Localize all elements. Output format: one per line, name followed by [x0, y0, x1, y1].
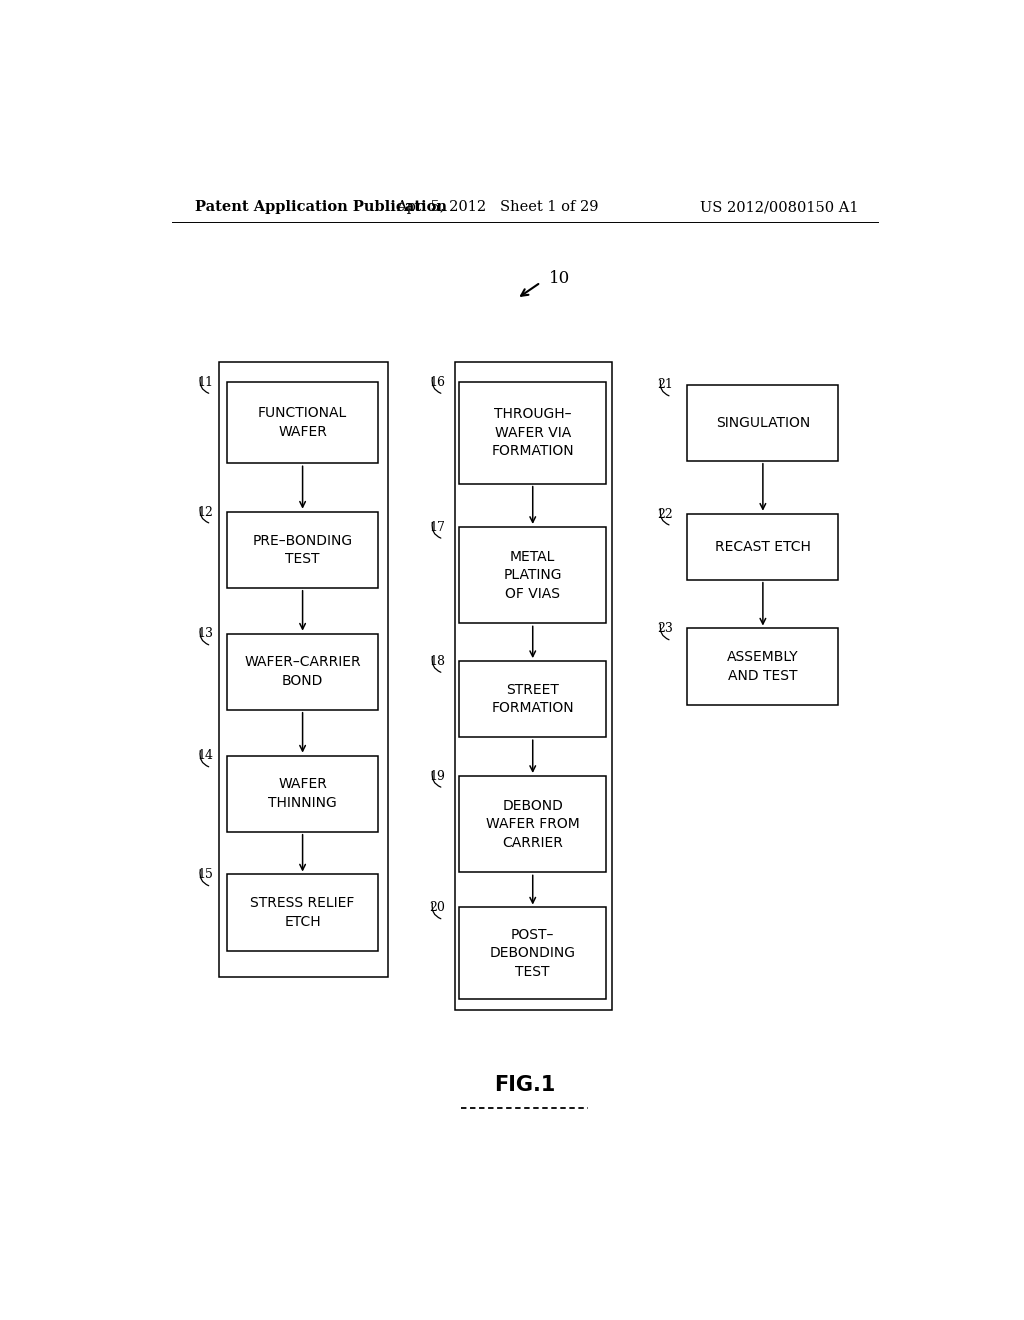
Text: Apr. 5, 2012   Sheet 1 of 29: Apr. 5, 2012 Sheet 1 of 29 [395, 201, 598, 214]
Text: DEBOND
WAFER FROM
CARRIER: DEBOND WAFER FROM CARRIER [485, 799, 580, 850]
Text: METAL
PLATING
OF VIAS: METAL PLATING OF VIAS [504, 549, 562, 601]
Text: FIG.1: FIG.1 [495, 1076, 555, 1096]
Text: US 2012/0080150 A1: US 2012/0080150 A1 [699, 201, 858, 214]
Text: SINGULATION: SINGULATION [716, 416, 810, 430]
Bar [460, 776, 606, 873]
Bar [227, 874, 378, 950]
Text: STREET
FORMATION: STREET FORMATION [492, 682, 574, 715]
Text: POST–
DEBONDING
TEST: POST– DEBONDING TEST [489, 928, 575, 978]
Bar [460, 381, 606, 483]
Text: 13: 13 [197, 627, 213, 640]
Text: WAFER
THINNING: WAFER THINNING [268, 777, 337, 810]
Text: 10: 10 [549, 269, 570, 286]
Text: PRE–BONDING
TEST: PRE–BONDING TEST [253, 533, 352, 566]
Bar [460, 907, 606, 999]
Bar [219, 362, 388, 977]
Bar [460, 527, 606, 623]
Bar [687, 513, 839, 579]
Text: 11: 11 [197, 376, 213, 389]
Text: 15: 15 [197, 869, 213, 882]
Text: WAFER–CARRIER
BOND: WAFER–CARRIER BOND [245, 656, 360, 688]
Text: 22: 22 [657, 507, 673, 520]
Text: RECAST ETCH: RECAST ETCH [715, 540, 811, 553]
Text: STRESS RELIEF
ETCH: STRESS RELIEF ETCH [251, 896, 354, 929]
Text: 12: 12 [197, 506, 213, 519]
Bar [687, 628, 839, 705]
Bar [227, 512, 378, 587]
Text: Patent Application Publication: Patent Application Publication [196, 201, 447, 214]
Text: 21: 21 [657, 379, 673, 392]
Text: 20: 20 [429, 902, 445, 915]
Text: FUNCTIONAL
WAFER: FUNCTIONAL WAFER [258, 407, 347, 438]
Bar [460, 661, 606, 738]
Bar [455, 362, 612, 1010]
Text: THROUGH–
WAFER VIA
FORMATION: THROUGH– WAFER VIA FORMATION [492, 408, 574, 458]
Text: 17: 17 [429, 521, 445, 533]
Bar [227, 634, 378, 710]
Bar [227, 755, 378, 832]
Bar [227, 381, 378, 463]
Text: ASSEMBLY
AND TEST: ASSEMBLY AND TEST [727, 651, 799, 682]
Bar [687, 384, 839, 461]
Text: 18: 18 [429, 655, 445, 668]
Text: 23: 23 [657, 623, 673, 635]
Text: 19: 19 [429, 770, 445, 783]
Text: 14: 14 [197, 750, 213, 763]
Text: 16: 16 [429, 376, 445, 389]
